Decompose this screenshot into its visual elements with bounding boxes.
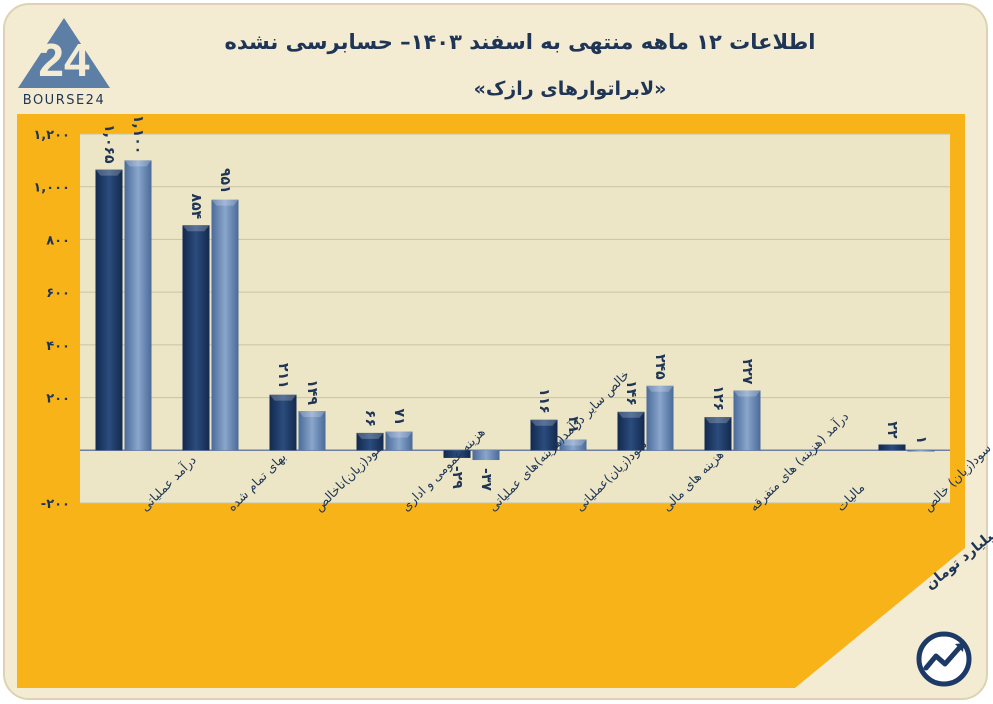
data-label: ۷۱	[391, 408, 407, 425]
bar-bevel	[559, 439, 587, 446]
bar	[530, 419, 558, 451]
chart-title: اطلاعات ۱۲ ماهه منتهی به اسفند ۱۴۰۳– حسا…	[224, 30, 816, 54]
data-label: ۲۱۱	[275, 363, 291, 389]
bar-bevel	[646, 385, 674, 392]
bar-bevel	[385, 431, 413, 438]
data-label: ۸۵۴	[188, 194, 204, 220]
bar-bevel	[124, 160, 152, 167]
trend-icon-line	[923, 644, 963, 671]
bar	[472, 450, 500, 461]
logo-text: BOURSE24	[23, 93, 105, 108]
trend-up-icon	[916, 631, 972, 687]
bar	[907, 450, 935, 452]
bar	[298, 411, 326, 451]
y-tick-label: ۶۰۰	[46, 286, 70, 301]
data-label: ۲۲۷	[739, 359, 755, 385]
bar	[443, 450, 471, 458]
data-label: ۹۵۱	[217, 168, 233, 194]
data-label: ۱۴۹	[304, 379, 320, 405]
bar	[95, 169, 123, 451]
bar	[124, 160, 152, 451]
data-label: ۴۱	[565, 416, 581, 433]
bar	[704, 417, 732, 451]
bar-bevel	[733, 390, 761, 397]
data-label: -۳۷	[478, 468, 494, 491]
bourse24-logo: 24 BOURSE24	[18, 18, 110, 108]
logo-triangle	[18, 18, 110, 88]
trend-icon-arrow	[955, 643, 964, 652]
bar	[211, 199, 239, 451]
data-label: ۱۱۶	[536, 388, 552, 414]
data-label: ۲۴۵	[652, 354, 668, 380]
y-tick-label: ۱,۲۰۰	[33, 128, 70, 143]
bar	[733, 390, 761, 451]
bar-bevel	[530, 419, 558, 426]
data-label: -۲۹	[449, 466, 465, 489]
bar-bevel	[704, 417, 732, 424]
bar-bevel	[211, 199, 239, 206]
chart-subtitle: «لابراتوارهای رازک»	[473, 78, 667, 100]
y-tick-label: ۲۰۰	[46, 392, 70, 407]
bar	[356, 432, 384, 451]
logo-mark: 24	[38, 34, 90, 86]
y-tick-label: ۴۰۰	[46, 339, 70, 354]
data-label: ۱,۰۶۵	[101, 124, 117, 164]
data-label: ۱۲۶	[710, 385, 726, 411]
bar-bevel	[182, 225, 210, 232]
y-tick-label: ۸۰۰	[46, 233, 70, 248]
bar-bevel	[356, 432, 384, 439]
y-tick-label: -۲۰۰	[41, 497, 70, 512]
data-label: ۲۲	[884, 421, 900, 439]
y-tick-label: ۱,۰۰۰	[33, 181, 70, 196]
bar	[559, 439, 587, 451]
bar	[182, 225, 210, 451]
trend-icon-ring	[916, 631, 972, 687]
bar-bevel	[298, 411, 326, 418]
bar	[878, 444, 906, 451]
bar	[646, 385, 674, 451]
bar	[269, 394, 297, 451]
bar	[385, 431, 413, 451]
data-label: ۱۴۶	[623, 380, 639, 406]
data-label: ۶۶	[362, 410, 378, 427]
bar-bevel	[617, 411, 645, 418]
bar-bevel	[269, 394, 297, 401]
bar	[617, 411, 645, 451]
data-label: ۱,۱۰۰	[130, 115, 146, 155]
bar-bevel	[95, 169, 123, 176]
data-label: ۱	[913, 435, 929, 444]
